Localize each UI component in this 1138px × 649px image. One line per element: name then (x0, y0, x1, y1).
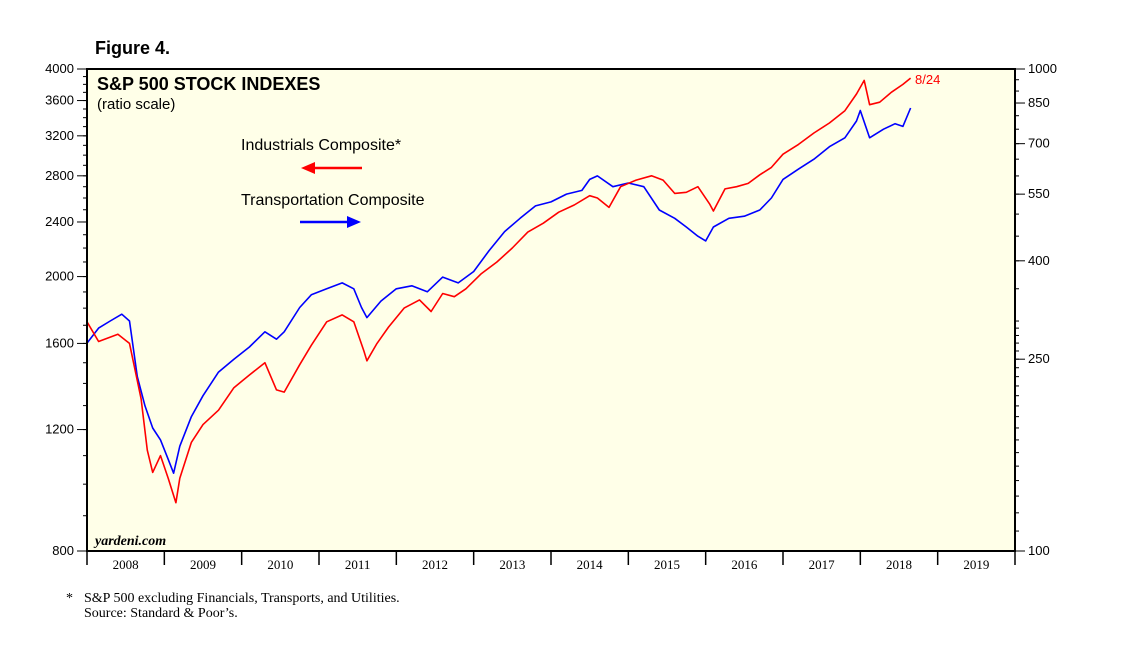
left-tick-label: 2800 (45, 168, 74, 183)
footnote-text: S&P 500 excluding Financials, Transports… (84, 591, 400, 606)
transports-line (86, 107, 912, 475)
footnote: * S&P 500 excluding Financials, Transport… (66, 591, 400, 621)
left-tick-label: 1600 (45, 335, 74, 350)
left-tick-label: 3600 (45, 93, 74, 108)
plot-area (87, 69, 1015, 551)
last-date-label: 8/24 (915, 72, 940, 87)
right-tick-label: 400 (1028, 253, 1050, 268)
right-tick-label: 1000 (1028, 61, 1057, 76)
legend-label-industrials: Industrials Composite* (241, 137, 401, 154)
x-tick-label: 2008 (113, 557, 139, 572)
industrials-line (86, 77, 912, 504)
source-text: Source: Standard & Poor’s. (84, 606, 238, 621)
plot-frame (86, 68, 1016, 552)
legend-label-transports: Transportation Composite (241, 192, 425, 209)
right-tick-label: 250 (1028, 351, 1050, 366)
x-tick-label: 2009 (190, 557, 216, 572)
x-tick-label: 2016 (731, 557, 758, 572)
left-tick-label: 4000 (45, 61, 74, 76)
x-tick-label: 2011 (345, 557, 371, 572)
x-tick-label: 2013 (499, 557, 525, 572)
right-tick-label: 550 (1028, 186, 1050, 201)
left-tick-label: 2000 (45, 269, 74, 284)
right-tick-label: 100 (1028, 543, 1050, 558)
x-tick-label: 2012 (422, 557, 448, 572)
chart-subtitle: (ratio scale) (97, 96, 175, 113)
right-tick-label: 850 (1028, 95, 1050, 110)
chart-title: S&P 500 STOCK INDEXES (97, 74, 320, 94)
x-tick-label: 2019 (963, 557, 989, 572)
footnote-marker: * (66, 591, 73, 606)
left-tick-label: 3200 (45, 128, 74, 143)
left-arrow-icon (301, 162, 315, 174)
x-tick-label: 2010 (267, 557, 293, 572)
x-tick-label: 2015 (654, 557, 680, 572)
x-tick-label: 2017 (809, 557, 836, 572)
x-tick-label: 2018 (886, 557, 912, 572)
left-tick-label: 1200 (45, 422, 74, 437)
figure-label: Figure 4. (95, 38, 171, 58)
x-tick-label: 2014 (577, 557, 604, 572)
watermark: yardeni.com (93, 534, 166, 549)
left-tick-label: 800 (52, 543, 74, 558)
right-tick-label: 700 (1028, 136, 1050, 151)
right-arrow-icon (347, 216, 361, 228)
left-tick-label: 2400 (45, 214, 74, 229)
